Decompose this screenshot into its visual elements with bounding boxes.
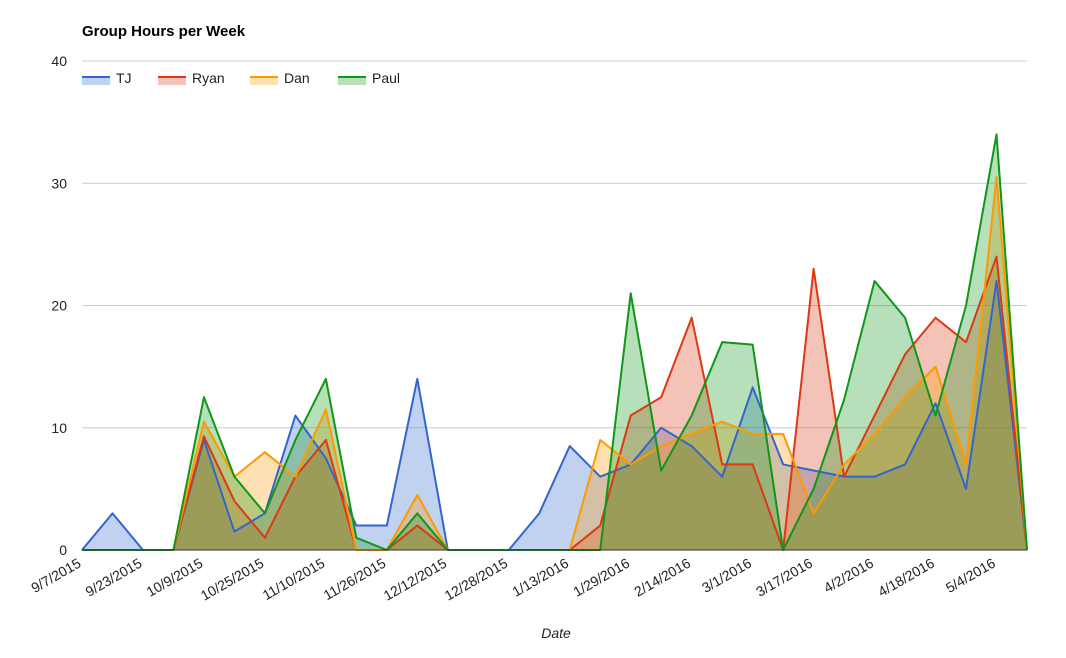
legend-swatch [158,77,186,85]
x-tick-label: 11/26/2015 [321,555,389,603]
legend-swatch [250,77,278,85]
legend-label: Paul [372,70,400,86]
x-tick-label: 1/29/2016 [570,555,632,600]
legend-label: Dan [284,70,310,86]
legend: TJ Ryan Dan Paul [82,70,400,86]
x-tick-label: 4/2/2016 [821,555,876,596]
y-axis-ticks: 0 10 20 30 40 [51,53,67,558]
legend-label: Ryan [192,70,225,86]
x-tick-label: 3/17/2016 [753,555,815,600]
y-tick-label: 40 [51,53,67,69]
x-tick-label: 10/9/2015 [143,555,205,600]
chart-title: Group Hours per Week [82,23,246,40]
y-tick-label: 0 [59,542,67,558]
legend-item-ryan[interactable]: Ryan [158,70,225,86]
x-tick-label: 9/23/2015 [83,555,145,600]
x-tick-label: 10/25/2015 [198,555,267,604]
series-area-ryan [82,256,1027,550]
legend-swatch [82,77,110,85]
y-tick-label: 30 [51,175,67,191]
legend-label: TJ [116,70,132,86]
x-tick-label: 3/1/2016 [699,555,754,596]
x-tick-label: 4/18/2016 [875,555,937,600]
x-tick-label: 2/14/2016 [631,555,693,600]
x-tick-label: 5/4/2016 [943,555,998,596]
legend-item-dan[interactable]: Dan [250,70,310,86]
legend-item-tj[interactable]: TJ [82,70,132,86]
x-tick-label: 11/10/2015 [260,555,328,603]
legend-item-paul[interactable]: Paul [338,70,400,86]
series-area-dan [82,177,1027,550]
y-tick-label: 10 [51,420,67,436]
y-tick-label: 20 [51,298,67,314]
x-tick-label: 1/13/2016 [509,555,571,600]
x-tick-label: 12/12/2015 [381,555,450,604]
x-axis-ticks: 9/7/2015 9/23/2015 10/9/201510/25/201511/1… [28,555,998,604]
x-tick-label: 12/28/2015 [442,555,511,604]
series-areas [82,134,1027,550]
legend-swatch [338,77,366,85]
x-tick-label: 9/7/2015 [28,555,83,596]
x-axis-title: Date [541,625,571,641]
series-line-tj [81,280,1028,551]
